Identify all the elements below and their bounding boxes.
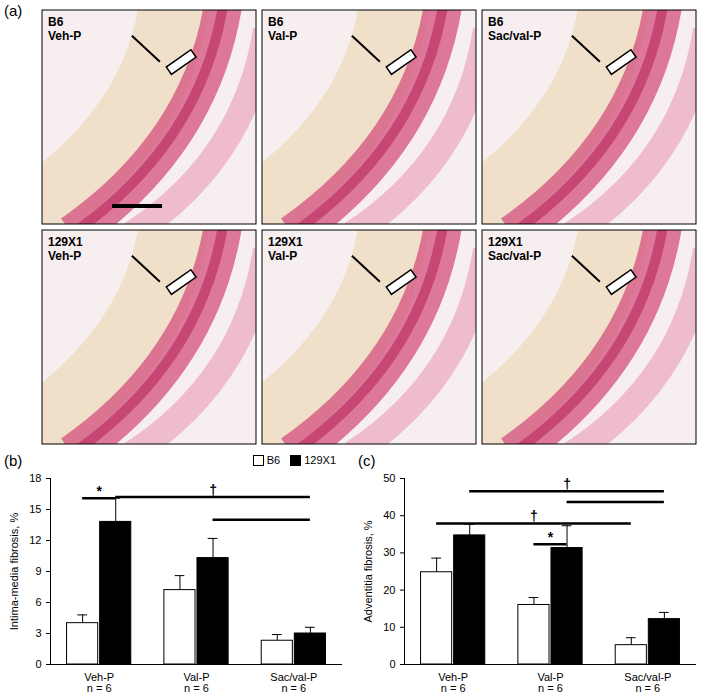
svg-text:Veh-Pn = 6: Veh-Pn = 6 (438, 671, 468, 694)
svg-text:3: 3 (35, 627, 41, 639)
svg-text:*: * (96, 483, 102, 499)
svg-text:B6: B6 (268, 15, 284, 29)
svg-text:0: 0 (389, 658, 395, 670)
svg-text:9: 9 (35, 565, 41, 577)
svg-text:Veh-P: Veh-P (48, 249, 81, 263)
svg-text:40: 40 (383, 509, 395, 521)
html-text:(c): (c) (358, 452, 376, 469)
svg-text:Veh-Pn = 6: Veh-Pn = 6 (84, 671, 114, 694)
html-text:(b): (b) (4, 452, 23, 469)
svg-text:B6: B6 (48, 15, 64, 29)
svg-text:50: 50 (383, 472, 395, 484)
svg-text:Intima-media fibrosis, %: Intima-media fibrosis, % (8, 513, 20, 631)
svg-text:10: 10 (383, 621, 395, 633)
svg-text:15: 15 (29, 503, 41, 515)
svg-text:Val-P: Val-P (268, 29, 297, 43)
svg-text:129X1: 129X1 (488, 235, 523, 249)
svg-text:Val-P: Val-P (268, 249, 297, 263)
html-text:129X1: 129X1 (304, 454, 336, 466)
svg-text:30: 30 (383, 546, 395, 558)
svg-text:Sac/val-P: Sac/val-P (488, 29, 541, 43)
svg-text:20: 20 (383, 584, 395, 596)
svg-text:12: 12 (29, 534, 41, 546)
svg-text:†: † (209, 482, 217, 498)
svg-text:Sac/val-Pn = 6: Sac/val-Pn = 6 (270, 671, 317, 694)
svg-text:†: † (530, 508, 538, 524)
svg-text:Val-Pn = 6: Val-Pn = 6 (537, 671, 563, 694)
svg-text:Sac/val-Pn = 6: Sac/val-Pn = 6 (624, 671, 671, 694)
svg-text:*: * (548, 529, 554, 545)
svg-text:Val-Pn = 6: Val-Pn = 6 (183, 671, 209, 694)
svg-text:129X1: 129X1 (48, 235, 83, 249)
svg-text:129X1: 129X1 (268, 235, 303, 249)
html-text:B6: B6 (266, 454, 281, 466)
svg-text:†: † (563, 476, 571, 492)
svg-text:6: 6 (35, 596, 41, 608)
html-text:(a): (a) (4, 2, 23, 19)
svg-text:Adventitia fibrosis, %: Adventitia fibrosis, % (362, 520, 374, 622)
svg-text:0: 0 (35, 658, 41, 670)
svg-text:B6: B6 (488, 15, 504, 29)
svg-text:18: 18 (29, 472, 41, 484)
svg-text:Veh-P: Veh-P (48, 29, 81, 43)
svg-text:Sac/val-P: Sac/val-P (488, 249, 541, 263)
